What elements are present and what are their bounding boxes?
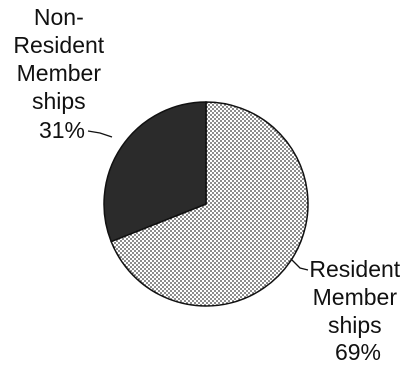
label-line: Resident <box>309 256 400 282</box>
pie-slice-nonresident <box>103 101 207 243</box>
label-line: Non- <box>34 4 84 30</box>
pie-slice-resident <box>110 101 309 307</box>
label-line: ships <box>328 312 382 338</box>
leader-line-resident <box>290 258 309 271</box>
slices-layer <box>103 101 309 307</box>
label-line: Member <box>313 284 398 310</box>
slice-label-resident: Resident Member ships 69% <box>309 256 406 362</box>
percent-label: 69% <box>335 339 381 362</box>
leader-lines <box>87 130 309 271</box>
leader-line-nonresident <box>87 130 113 138</box>
slice-label-nonresident: Non- Resident Member ships 31% <box>13 4 110 143</box>
label-line: ships <box>32 88 86 114</box>
percent-label: 31% <box>39 117 85 143</box>
label-line: Resident <box>13 32 104 58</box>
label-line: Member <box>17 60 102 86</box>
